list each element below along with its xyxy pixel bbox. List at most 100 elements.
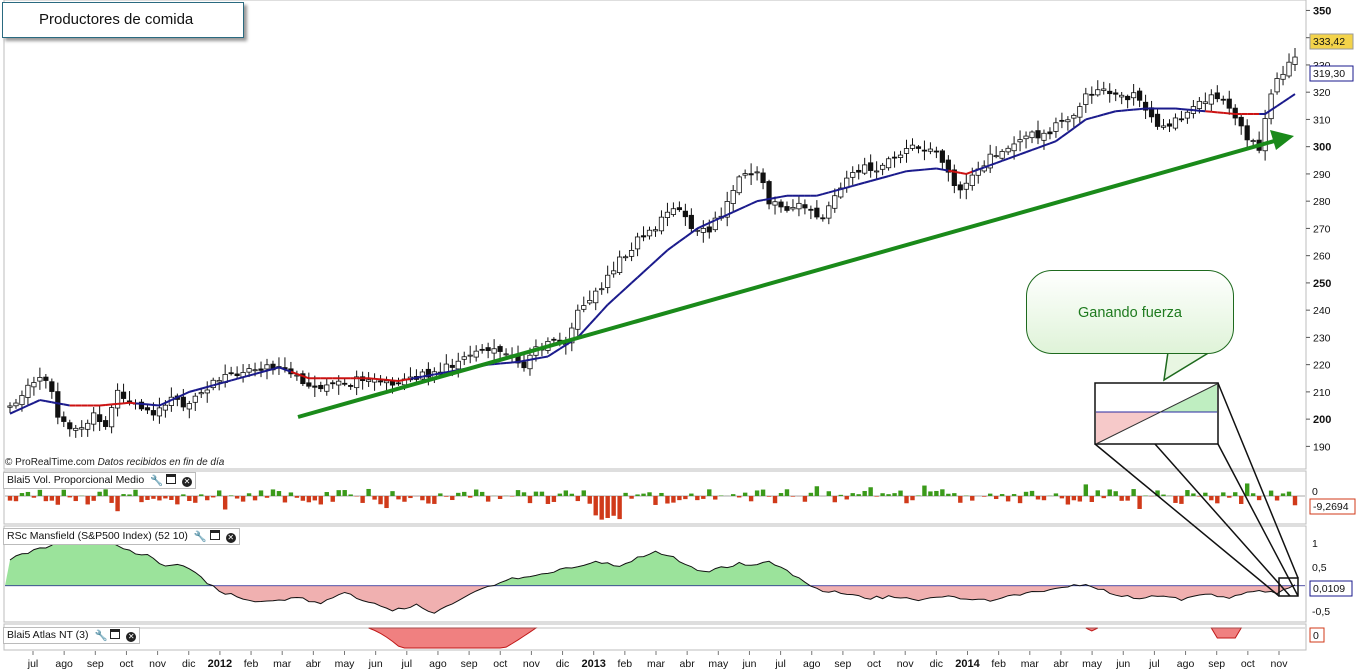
rsc-positive-area [5, 530, 1295, 586]
wrench-icon[interactable]: 🔧 [94, 630, 108, 642]
ma-segment [105, 403, 112, 406]
close-icon[interactable]: ✕ [181, 477, 192, 487]
candle [605, 265, 611, 294]
svg-text:0: 0 [1313, 630, 1319, 642]
volume-bar [934, 490, 939, 496]
volume-bar [43, 496, 49, 502]
ma-segment [1282, 97, 1290, 103]
candle [1214, 85, 1220, 103]
volume-bar [599, 496, 604, 520]
candle [1047, 127, 1053, 140]
ma-segment [392, 379, 399, 382]
volume-bar [605, 496, 610, 518]
volume-bar [372, 496, 377, 500]
month-tick: ago [429, 658, 447, 670]
volume-bar [31, 496, 37, 498]
ma-segment [600, 304, 609, 312]
close-icon[interactable]: ✕ [225, 533, 236, 543]
volume-bar [790, 496, 796, 497]
volume-bar [647, 492, 652, 496]
volume-bar [916, 495, 921, 496]
candle [461, 351, 467, 366]
candle [575, 304, 581, 338]
close-icon[interactable]: ✕ [126, 632, 137, 642]
ma-segment [977, 166, 985, 171]
month-tick: may [1082, 658, 1103, 670]
volume-bar [898, 490, 903, 496]
volume-bar [1173, 496, 1178, 503]
volume-bar [402, 496, 407, 502]
volume-bar [479, 491, 485, 496]
month-tick: jul [27, 658, 39, 670]
candle [652, 226, 659, 237]
volume-bar [1185, 490, 1190, 496]
ma-segment [594, 310, 603, 319]
volume-bar [611, 496, 616, 516]
volume-bar [462, 491, 467, 496]
candle [784, 201, 790, 213]
ma-segment [33, 399, 41, 404]
candle [318, 381, 324, 393]
ma-segment [912, 169, 919, 172]
ma-segment [720, 213, 728, 219]
candle [1071, 113, 1077, 128]
volume-bar [396, 496, 401, 500]
candle [25, 378, 31, 405]
candle [1065, 116, 1071, 131]
ma-segment [660, 249, 669, 257]
ma-segment [989, 162, 997, 167]
price-tick-350: 350 [1313, 5, 1331, 17]
candle [880, 162, 886, 176]
ma-segment [434, 372, 441, 376]
wrench-icon[interactable]: 🔧 [193, 531, 207, 543]
volume-bar [216, 490, 222, 496]
volume-bar [1209, 496, 1214, 501]
ma-segment [63, 403, 70, 407]
volume-bar [360, 496, 365, 503]
rsc-area [5, 529, 1305, 614]
candle [1226, 90, 1232, 115]
candle [736, 174, 742, 196]
volume-bar [904, 496, 909, 504]
volume-bar [497, 496, 503, 500]
volume-bar [211, 496, 216, 498]
candle [915, 145, 922, 154]
ma-segment [440, 371, 447, 375]
price-tick-190: 190 [1313, 441, 1331, 453]
volume-bar [946, 493, 951, 496]
candle [1184, 110, 1191, 124]
volume-bar [808, 492, 814, 496]
volume-bar [545, 496, 551, 504]
volume-bar [1053, 493, 1059, 496]
volume-bar [910, 496, 915, 501]
data-source: © ProRealTime.com Datos recibidos en fin… [5, 457, 224, 468]
ma-segment [117, 402, 124, 405]
month-tick: 2013 [581, 658, 605, 670]
window-icon[interactable] [110, 629, 121, 639]
wrench-icon[interactable]: 🔧 [150, 475, 164, 487]
candle [909, 138, 916, 151]
window-icon[interactable] [166, 474, 177, 484]
candle [1172, 113, 1179, 131]
candle [473, 345, 479, 362]
price-tick-210: 210 [1313, 387, 1331, 399]
ma-segment [230, 377, 238, 382]
candle [485, 342, 491, 359]
rsc-negative-area [5, 585, 1295, 614]
volume-bar [246, 493, 252, 496]
source-text: © ProRealTime.com [5, 457, 95, 468]
volume-bar [569, 493, 575, 496]
volume-bar [342, 490, 347, 496]
month-tick: sep [834, 658, 851, 670]
window-icon[interactable] [209, 530, 220, 540]
volume-bar [1256, 496, 1262, 501]
atlas-panel-title: Blai5 Atlas NT (3) [7, 629, 89, 641]
candle [31, 376, 37, 396]
volume-bar [222, 496, 228, 510]
month-tick: abr [1053, 658, 1069, 670]
volume-bar [987, 493, 993, 496]
volume-bar [151, 496, 156, 499]
price-tick-250: 250 [1313, 278, 1331, 290]
candle [1262, 109, 1268, 161]
ma-segment [936, 167, 943, 171]
